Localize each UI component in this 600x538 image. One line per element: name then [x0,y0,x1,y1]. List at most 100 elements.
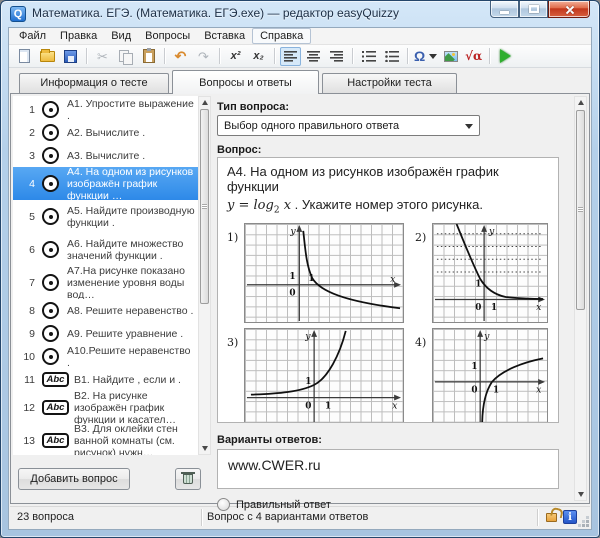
minimize-icon [500,11,509,14]
cut-button[interactable]: ✂ [92,47,113,66]
tab-test-settings[interactable]: Настройки теста [322,73,457,93]
scroll-up-icon[interactable] [199,97,210,108]
menu-file[interactable]: Файл [19,30,47,42]
question-list-scrollbar[interactable] [198,96,211,455]
menu-edit[interactable]: Правка [60,30,98,42]
title-bar[interactable]: Q Математика. ЕГЭ. (Математика. ЕГЭ.exe)… [1,1,599,27]
question-text-tail: . Укажите номер этого рисунка. [294,197,483,212]
scroll-up-icon[interactable] [575,97,586,108]
insert-image-button[interactable] [440,47,461,66]
correct-answer-radio[interactable] [217,498,230,511]
open-button[interactable] [37,47,58,66]
list-item[interactable]: 8 А8. Решите неравенство . [13,299,198,322]
minimize-button[interactable] [490,1,519,18]
item-number: 12 [23,401,35,414]
numbered-list-button[interactable] [358,47,379,66]
item-number: 5 [29,210,35,223]
align-left-button[interactable] [280,46,301,66]
close-button[interactable] [548,1,590,18]
run-test-button[interactable] [495,47,516,66]
item-number: 4 [29,177,35,190]
question-type-select[interactable]: Выбор одного правильного ответа [217,115,480,136]
tab-questions-answers[interactable]: Вопросы и ответы [172,70,319,94]
tab-test-info[interactable]: Информация о тесте [19,73,169,93]
scrollbar-thumb[interactable] [576,110,585,310]
question-info: Вопрос с 4 вариантами ответов [207,511,369,523]
save-icon [64,49,77,63]
correct-answer-row: Правильный ответ [217,498,331,511]
list-item[interactable]: 13 Abc В3. Для оклейки стен ванной комнаты… [13,424,198,455]
item-text: В2. На рисунке изображён график функции … [74,391,176,424]
svg-text:1: 1 [475,279,481,289]
toolbar-separator [407,48,408,64]
new-test-button[interactable] [14,47,35,66]
list-item[interactable]: 11 Abc В1. Найдите , если и . [13,368,198,391]
status-separator [201,509,202,526]
paste-button[interactable] [138,47,159,66]
item-text: А8. Решите неравенство . [67,304,194,317]
info-icon[interactable]: i [563,510,577,524]
omega-icon: Ω [414,48,426,64]
svg-text:x: x [390,273,396,284]
single-choice-icon [42,175,59,192]
insert-formula-button[interactable]: √α [463,47,484,66]
item-number: 8 [29,304,35,317]
unlock-icon[interactable] [546,513,557,522]
new-document-icon [19,49,30,63]
correct-answer-label: Правильный ответ [236,498,331,511]
item-number: 9 [29,327,35,340]
delete-question-button[interactable] [175,468,201,490]
scroll-down-icon[interactable] [575,489,586,500]
answers-label: Варианты ответов: [217,434,322,446]
item-number: 3 [29,149,35,162]
editor-scrollbar[interactable] [574,96,587,501]
superscript-button[interactable]: x² [225,47,246,66]
list-item[interactable]: 10 А10.Решите неравенство . [13,345,198,368]
list-item[interactable]: 9 А9. Решите уравнение . [13,322,198,345]
align-right-button[interactable] [326,47,347,66]
menu-view[interactable]: Вид [111,30,132,42]
text-answer-icon: Abc [42,433,69,448]
menu-insert[interactable]: Вставка [204,30,246,42]
subscript-button[interactable]: x₂ [248,47,269,66]
add-question-button[interactable]: Добавить вопрос [18,468,130,490]
toolbar-separator [164,48,165,64]
numbered-list-icon [361,50,376,62]
redo-button[interactable]: ↷ [193,47,214,66]
open-folder-icon [40,48,55,62]
answer-text: www.CWER.ru [228,457,321,473]
list-item[interactable]: 7 А7.На рисунке показано изменение уровня… [13,266,198,299]
svg-text:1: 1 [305,377,311,387]
undo-button[interactable]: ↶ [170,47,191,66]
figure-1-label: 1) [227,230,239,244]
scrollbar-thumb[interactable] [200,109,209,304]
list-item[interactable]: 2 А2. Вычислите . [13,121,198,144]
symbol-button[interactable]: Ω [413,47,438,66]
align-center-button[interactable] [303,47,324,66]
window-title: Математика. ЕГЭ. (Математика. ЕГЭ.exe) —… [32,6,400,20]
list-item[interactable]: 1 А1. Упростите выражение . [13,98,198,121]
item-number: 6 [29,243,35,256]
save-button[interactable] [60,47,81,66]
resize-grip[interactable] [586,524,589,527]
question-type-value: Выбор одного правильного ответа [224,119,400,132]
maximize-button[interactable] [519,1,548,18]
menu-questions[interactable]: Вопросы [145,30,191,42]
question-text-line1: А4. На одном из рисунков изображён графи… [227,164,499,194]
item-number: 11 [24,373,35,386]
copy-button[interactable] [115,47,136,66]
question-editor-area[interactable]: А4. На одном из рисунков изображён графи… [217,157,559,423]
superscript-icon: x² [230,49,241,62]
item-text: А10.Решите неравенство . [67,345,191,368]
list-item[interactable]: 12 Abc В2. На рисунке изображён график фун… [13,391,198,424]
list-item-selected[interactable]: 4 А4. На одном из рисунков изображён граф… [13,167,198,200]
menu-help[interactable]: Справка [252,28,312,44]
answer-editor-area[interactable]: www.CWER.ru [217,449,559,489]
list-item[interactable]: 5 А5. Найдите производную функции . [13,200,198,233]
scroll-down-icon[interactable] [199,443,210,454]
list-item[interactable]: 3 А3. Вычислите . [13,144,198,167]
list-item[interactable]: 6 А6. Найдите множество значений функции … [13,233,198,266]
item-text: А3. Вычислите . [67,149,146,162]
bullet-list-button[interactable] [381,47,402,66]
align-left-icon [284,50,297,62]
